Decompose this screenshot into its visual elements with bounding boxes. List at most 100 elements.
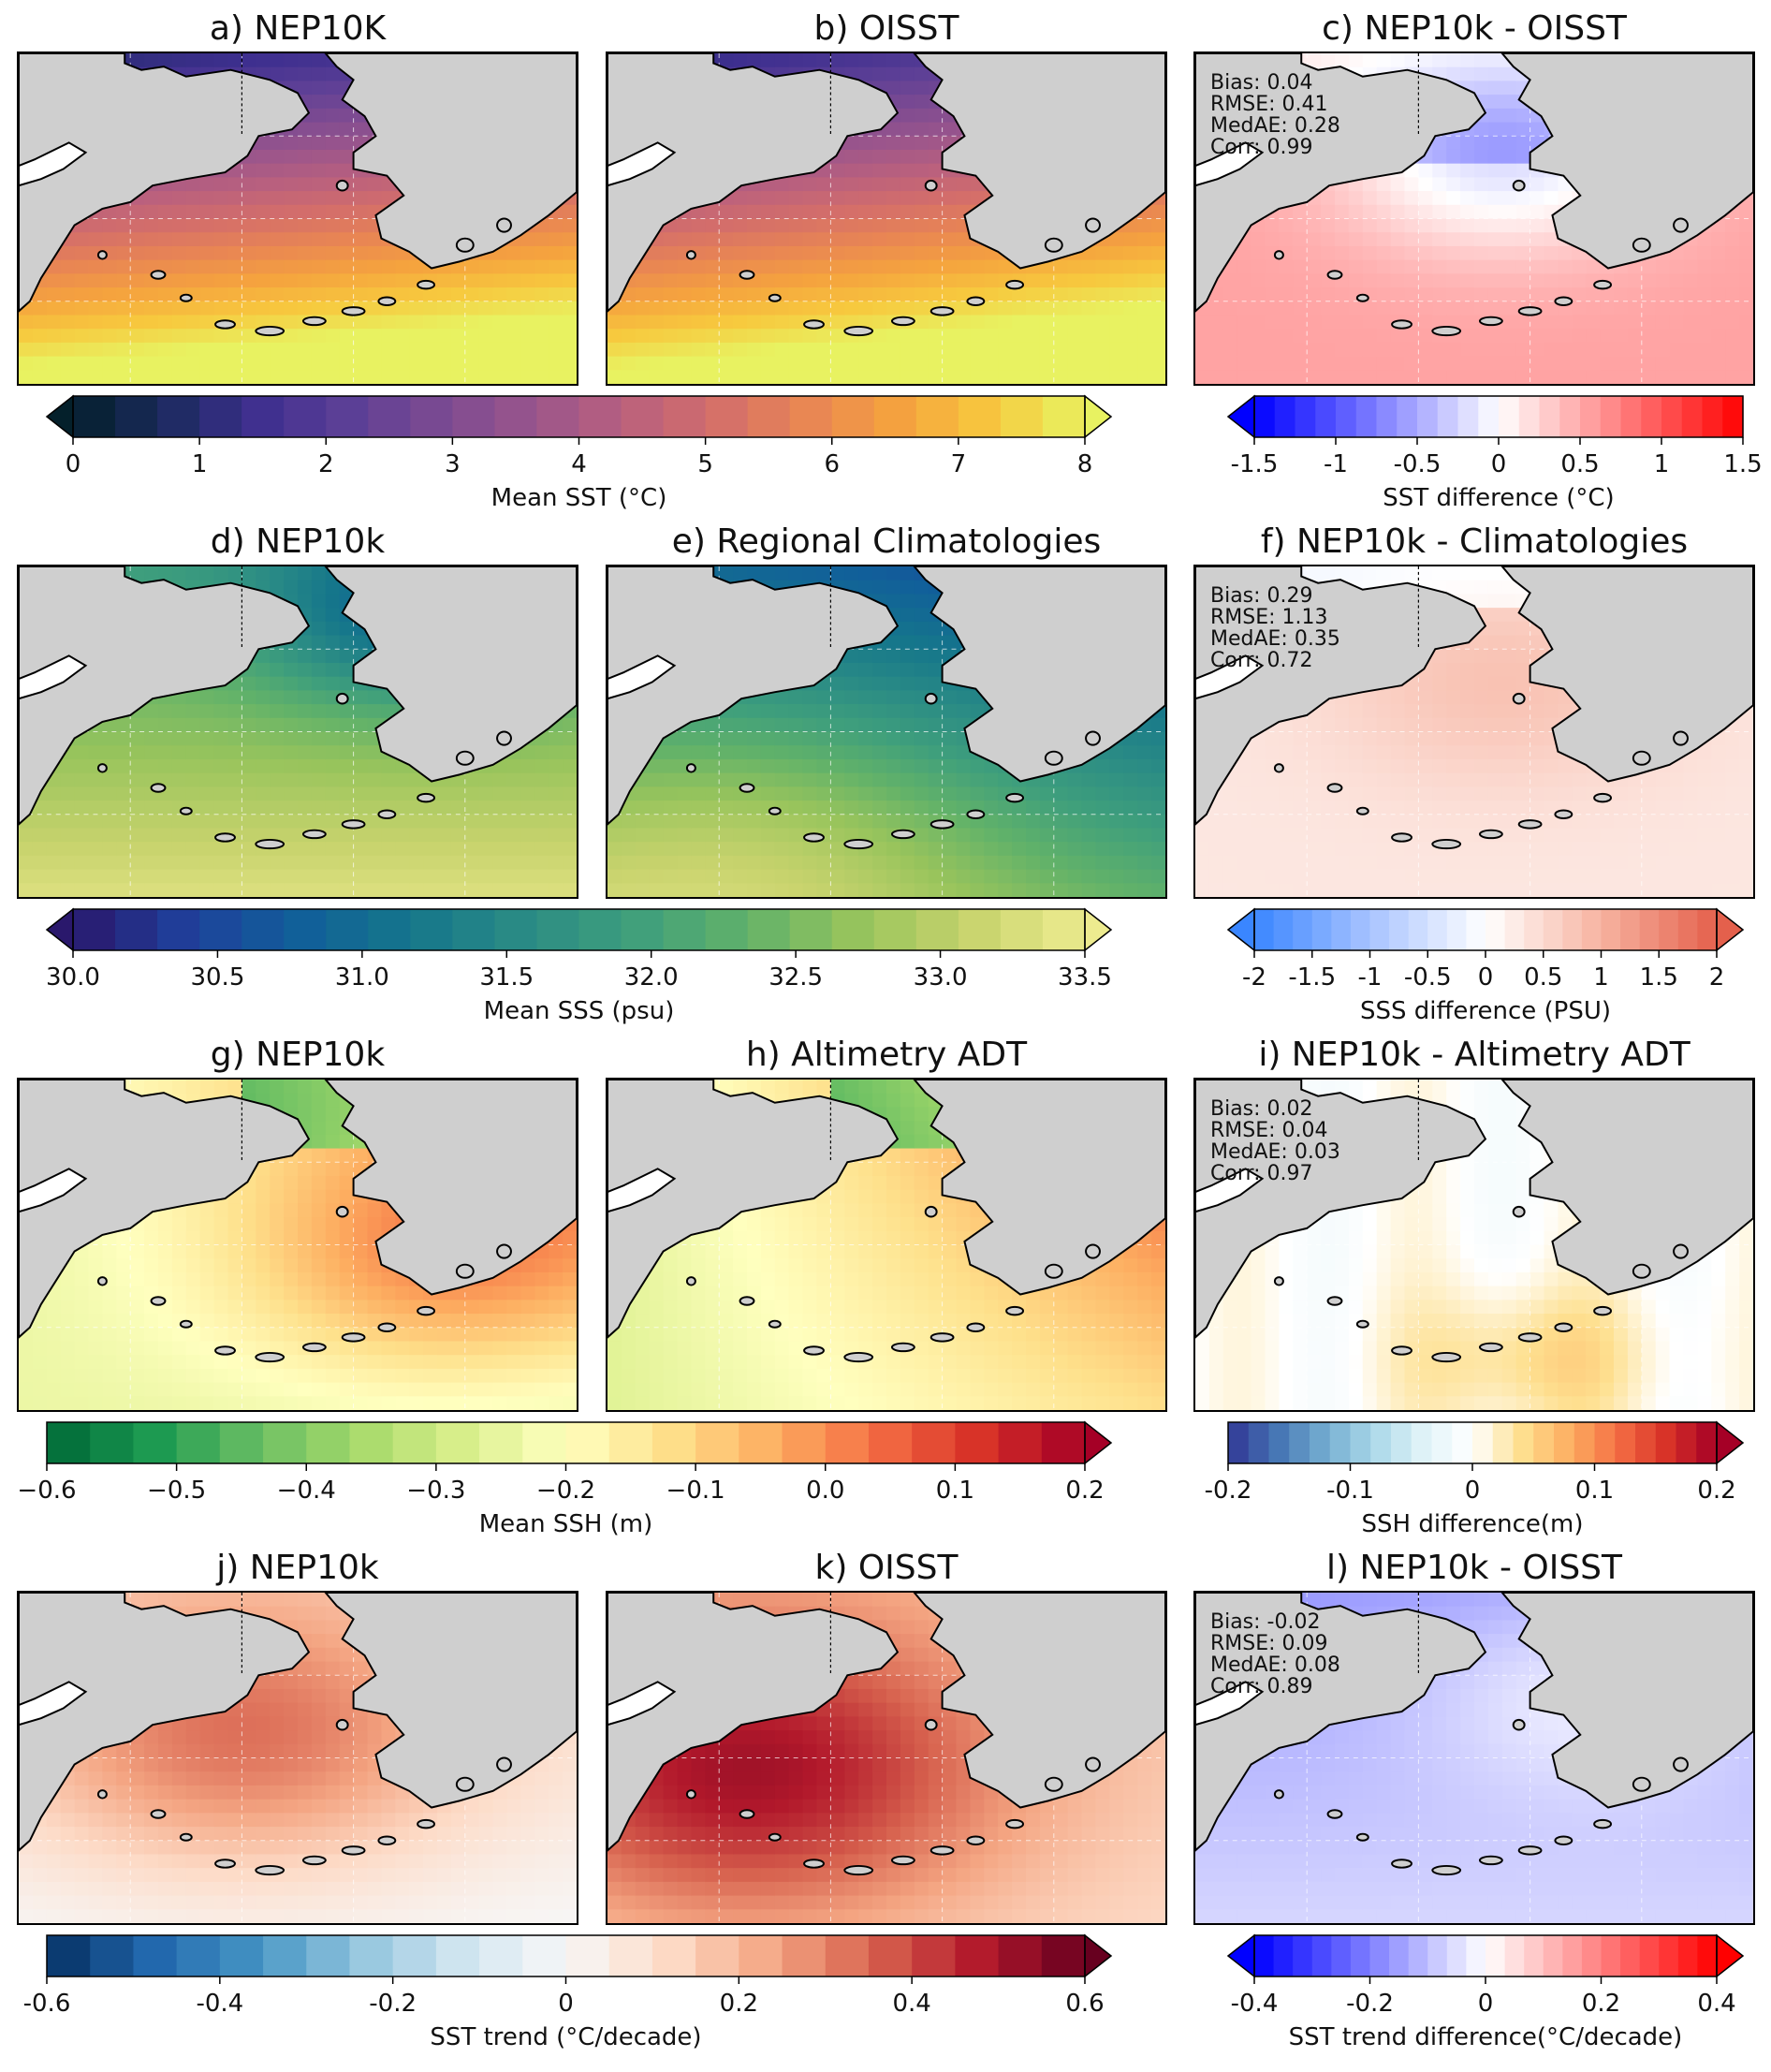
- island: [1632, 1263, 1651, 1279]
- map-field: [607, 1080, 1165, 1410]
- island: [214, 832, 236, 843]
- island: [455, 1776, 475, 1792]
- land-mask: [913, 566, 1165, 783]
- colorbar: [1227, 1420, 1745, 1471]
- colorbar-tick-label: 1: [1653, 450, 1670, 478]
- island: [890, 1855, 915, 1866]
- panel-title: h) Altimetry ADT: [745, 1036, 1028, 1074]
- island: [1005, 1818, 1025, 1830]
- island: [341, 1332, 366, 1343]
- map-field: [19, 53, 577, 384]
- island: [1478, 1342, 1503, 1353]
- colorbar-tick-label: 0.1: [935, 1477, 975, 1505]
- colorbar-tick-label: 0.6: [1065, 1990, 1105, 2018]
- island: [803, 1859, 825, 1869]
- colorbar-ramp: [1227, 1420, 1745, 1471]
- colorbar-tick-label: 6: [824, 450, 841, 478]
- stats-line: MedAE: 0.08: [1210, 1653, 1340, 1677]
- island: [739, 270, 755, 280]
- map-field: [1195, 53, 1753, 384]
- colorbar-tick-label: 30.5: [190, 963, 245, 992]
- island: [1554, 296, 1573, 306]
- island: [1554, 809, 1573, 819]
- island: [377, 1322, 397, 1332]
- colorbar-tick-label: 1.5: [1639, 963, 1678, 992]
- colorbar-tick-label: -0.1: [1326, 1477, 1374, 1505]
- colorbar-label: SST trend difference(°C/decade): [1288, 2023, 1683, 2051]
- colorbar-tick-label: -0.6: [22, 1990, 71, 2018]
- colorbar-tick-label: 0.4: [892, 1990, 931, 2018]
- map-panel: Bias: 0.02 RMSE: 0.04 MedAE: 0.03 Corr: 0.9…: [1193, 1078, 1755, 1412]
- colorbar-label: Mean SSH (m): [478, 1510, 653, 1538]
- island: [924, 1205, 938, 1218]
- land-mask: [19, 1168, 88, 1213]
- stats-line: Corr: 0.72: [1210, 649, 1313, 672]
- island: [301, 316, 327, 327]
- island: [1593, 792, 1613, 803]
- stats-box: Bias: 0.04 RMSE: 0.41 MedAE: 0.28 Corr: 0.9…: [1210, 72, 1340, 158]
- island: [255, 1351, 285, 1363]
- island: [768, 293, 782, 302]
- island: [1273, 763, 1284, 773]
- colorbar-tick-label: 0: [1490, 450, 1507, 478]
- island: [496, 1243, 512, 1259]
- panel-title: b) OISST: [813, 9, 959, 48]
- colorbar-tick-label: 0.2: [1697, 1477, 1736, 1505]
- map-field: [19, 566, 577, 897]
- land-mask: [19, 53, 311, 313]
- colorbar-tick-label: 0: [1464, 1477, 1481, 1505]
- colorbar-tick-label: −0.6: [17, 1477, 77, 1505]
- island: [1005, 792, 1025, 803]
- colorbar-tick-label: 0.5: [1524, 963, 1563, 992]
- island: [1005, 1305, 1025, 1316]
- land-mask: [1500, 1080, 1753, 1296]
- colorbar: [1226, 907, 1745, 958]
- island: [924, 179, 938, 192]
- island: [685, 1789, 696, 1800]
- colorbar-ramp: [46, 1420, 1113, 1471]
- stats-line: MedAE: 0.03: [1210, 1140, 1340, 1164]
- island: [1632, 237, 1651, 253]
- colorbar: [46, 1420, 1113, 1471]
- island: [1391, 1345, 1412, 1356]
- island: [685, 250, 696, 260]
- island: [1632, 750, 1651, 766]
- island: [843, 325, 874, 337]
- colorbar-tick-label: 1: [1593, 963, 1609, 992]
- colorbar-tick-label: 0.1: [1574, 1477, 1615, 1505]
- island: [1005, 279, 1025, 290]
- land-mask: [324, 53, 577, 270]
- island: [214, 319, 236, 330]
- island: [377, 296, 397, 306]
- land-mask: [1195, 1681, 1265, 1727]
- land-mask: [1195, 141, 1265, 187]
- map-panel: Bias: -0.02 RMSE: 0.09 MedAE: 0.08 Corr: 0.…: [1193, 1591, 1755, 1925]
- colorbar-tick-label: 0.2: [719, 1990, 759, 2018]
- colorbar-tick-label: 2: [317, 450, 334, 478]
- colorbar-label: SST trend (°C/decade): [430, 2023, 702, 2051]
- island: [966, 1835, 986, 1845]
- island: [1593, 1305, 1613, 1316]
- colorbar-label: Mean SST (°C): [490, 484, 667, 512]
- land-mask: [19, 654, 88, 700]
- land-mask: [607, 1080, 900, 1339]
- colorbar-ramp: [1226, 1933, 1745, 1984]
- colorbar-tick-label: -0.2: [1204, 1477, 1252, 1505]
- colorbar-tick-label: 4: [571, 450, 587, 478]
- colorbar-ramp: [46, 1933, 1113, 1984]
- island: [377, 1835, 397, 1845]
- island: [179, 806, 193, 816]
- colorbar-tick-label: 31.0: [334, 963, 389, 992]
- island: [341, 306, 366, 316]
- island: [1512, 1718, 1526, 1731]
- island: [1326, 270, 1343, 280]
- island: [924, 692, 938, 705]
- island: [455, 750, 475, 766]
- map-panel: [17, 1591, 578, 1925]
- colorbar-tick-label: -0.5: [1393, 450, 1442, 478]
- island: [1673, 1756, 1689, 1772]
- island: [496, 1756, 512, 1772]
- map-field: [607, 566, 1165, 897]
- island: [335, 1718, 349, 1731]
- island: [255, 1864, 285, 1876]
